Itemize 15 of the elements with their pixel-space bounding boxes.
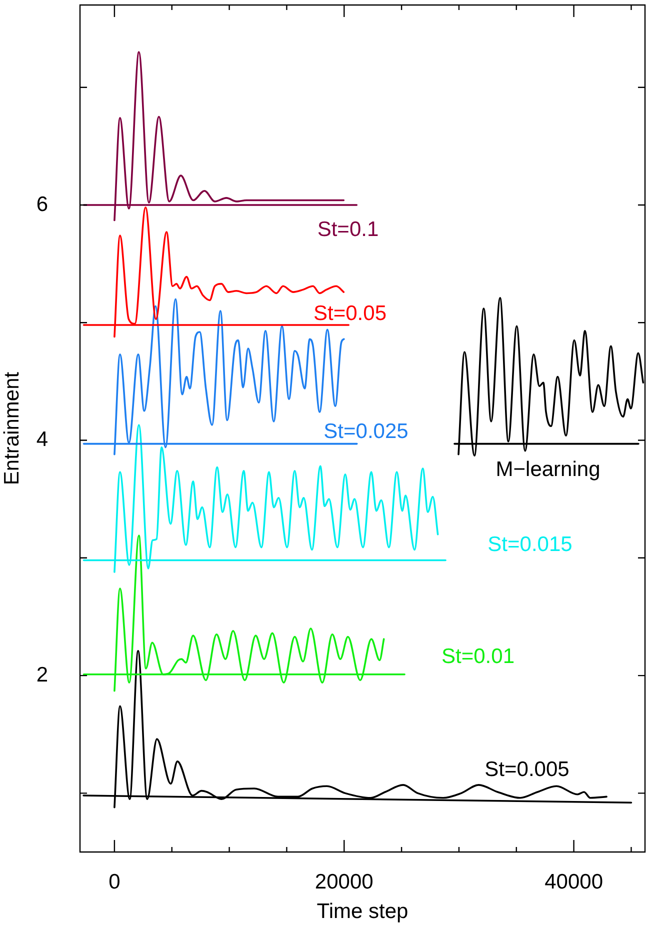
text: St=0.01 (442, 644, 514, 668)
x-axis-title: Time step (316, 900, 408, 924)
x-tick-label: 20000 (314, 870, 374, 894)
series-label: St=0.1 (317, 218, 379, 241)
y-axis-title: Entrainment (0, 372, 24, 486)
y-tick-label: 6 (36, 192, 48, 216)
series-label: St=0.005 (484, 758, 570, 781)
series-label: St=0.05 (314, 302, 386, 325)
text: St=0.015 (488, 532, 572, 556)
y-tick-label: 4 (36, 428, 48, 452)
x-tick-label: 0 (108, 870, 120, 894)
series-label: M−learning (496, 458, 600, 481)
x-tick-label: 40000 (544, 870, 604, 894)
y-tick-label: 2 (36, 663, 48, 686)
series-label: St=0.025 (324, 420, 408, 443)
